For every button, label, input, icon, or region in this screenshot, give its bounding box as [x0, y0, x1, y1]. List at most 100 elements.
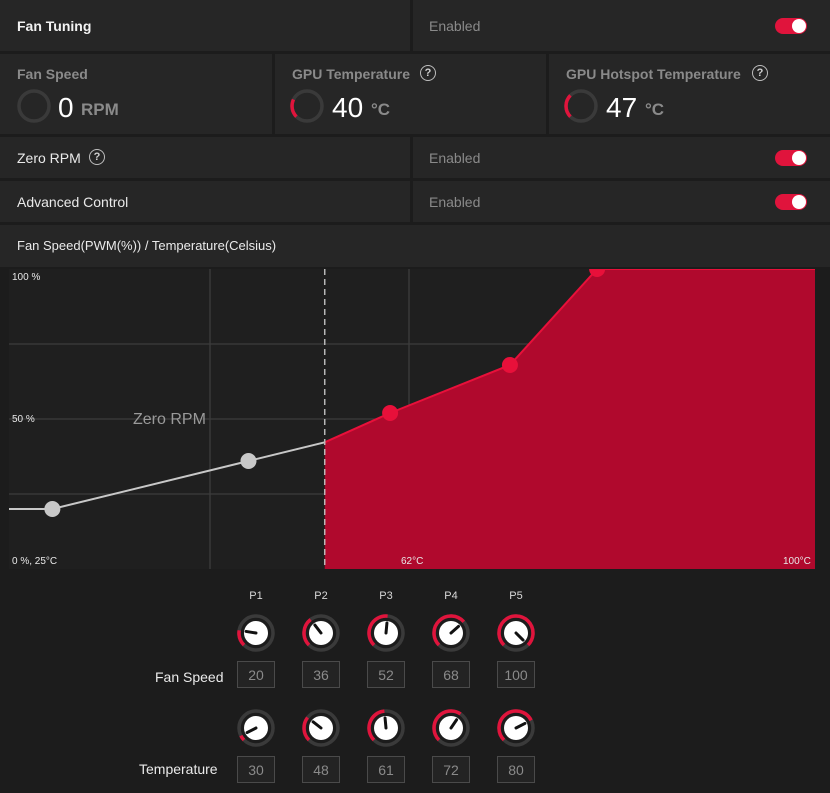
x-tick-100: 100°C: [783, 556, 811, 567]
knob-pointer: [383, 716, 388, 730]
p3-label: P3: [379, 590, 393, 602]
fan-tuning-title: Fan Tuning: [17, 18, 92, 34]
knob-level-arc: [497, 614, 535, 647]
gpu-temp-panel: GPU Temperature ? 40 °C: [275, 54, 546, 134]
gpu-temp-gauge-icon: [290, 89, 324, 123]
temperature-p4-input[interactable]: 72: [432, 756, 470, 783]
knob-pointer: [384, 621, 389, 635]
zero-rpm-annotation: Zero RPM: [133, 411, 206, 428]
fan-speed-knob-p4[interactable]: [431, 613, 471, 653]
y-tick-0: 0 %, 25°C: [12, 556, 58, 567]
zero-rpm-panel: Zero RPM ?: [0, 137, 410, 178]
p4-label: P4: [444, 590, 458, 602]
toggle-knob: [792, 19, 806, 33]
fan-speed-knob-p2[interactable]: [301, 613, 341, 653]
fan-speed-knob-p1[interactable]: [236, 613, 276, 653]
fan-speed-p2-input[interactable]: 36: [302, 661, 340, 688]
knob-level-arc: [497, 709, 533, 742]
knob-level-arc: [367, 614, 388, 647]
temperature-knob-p5[interactable]: [496, 708, 536, 748]
gpu-hotspot-label: GPU Hotspot Temperature: [566, 66, 741, 82]
knob-level-arc: [432, 709, 462, 742]
gpu-temp-value: 40: [332, 92, 364, 123]
curve-header-title: Fan Speed(PWM(%)) / Temperature(Celsius): [17, 238, 277, 253]
knob-pointer: [514, 721, 527, 730]
fan-speed-panel: Fan Speed 0 RPM: [0, 54, 272, 134]
knob-pointer: [514, 631, 525, 642]
temperature-p5-input[interactable]: 80: [497, 756, 535, 783]
temperature-knob-p2[interactable]: [301, 708, 341, 748]
p5-label: P5: [509, 590, 523, 602]
knob-pointer: [449, 718, 459, 730]
curve-point-p3[interactable]: [382, 405, 399, 421]
temperature-row-label: Temperature: [139, 761, 218, 777]
toggle-knob: [792, 195, 806, 209]
zero-rpm-help-icon[interactable]: ?: [89, 149, 105, 165]
advanced-control-status: Enabled: [429, 194, 481, 210]
temperature-p2-input[interactable]: 48: [302, 756, 340, 783]
knob-level-arc: [302, 618, 312, 647]
temperature-knob-p3[interactable]: [366, 708, 406, 748]
p1-label: P1: [249, 590, 263, 602]
zero-rpm-status: Enabled: [429, 150, 481, 166]
active-curve-area: [324, 269, 815, 569]
fan-curve-chart[interactable]: 100 % 50 % 0 %, 25°C 62°C 100°C Zero RPM: [9, 269, 815, 569]
fan-speed-p4-input[interactable]: 68: [432, 661, 470, 688]
fan-speed-knob-p3[interactable]: [366, 613, 406, 653]
knob-track: [237, 709, 275, 747]
y-tick-50: 50 %: [12, 414, 35, 425]
knob-pointer: [244, 629, 258, 635]
knob-level-arc: [302, 716, 311, 742]
gpu-temp-help-icon[interactable]: ?: [420, 65, 436, 81]
fan-speed-gauge-icon: [17, 89, 51, 123]
curve-point-p4[interactable]: [501, 357, 518, 373]
fan-speed-label: Fan Speed: [17, 66, 88, 82]
fan-tuning-panel: Fan Tuning: [0, 0, 410, 51]
gpu-temp-label: GPU Temperature: [292, 66, 410, 82]
fan-speed-row-label: Fan Speed: [155, 669, 224, 685]
fan-speed-p3-input[interactable]: 52: [367, 661, 405, 688]
gpu-temp-unit: °C: [371, 100, 391, 119]
zero-rpm-toggle[interactable]: [775, 150, 807, 166]
temperature-knob-p4[interactable]: [431, 708, 471, 748]
toggle-knob: [792, 151, 806, 165]
p2-label: P2: [314, 590, 328, 602]
knob-level-arc: [367, 709, 385, 742]
fan-tuning-status-panel: Enabled: [413, 0, 830, 51]
curve-point-p5[interactable]: [589, 269, 606, 277]
gpu-hotspot-panel: GPU Hotspot Temperature ? 47 °C: [549, 54, 830, 134]
fan-tuning-toggle[interactable]: [775, 18, 807, 34]
temperature-knob-p1[interactable]: [236, 708, 276, 748]
fan-speed-p5-input[interactable]: 100: [497, 661, 535, 688]
knob-pointer: [449, 624, 461, 635]
knob-level-arc: [239, 734, 246, 742]
fan-tuning-status: Enabled: [429, 18, 481, 34]
zero-rpm-status-panel: Enabled: [413, 137, 830, 178]
knob-pointer: [245, 726, 258, 735]
gpu-hotspot-gauge-icon: [564, 89, 598, 123]
curve-point-p2[interactable]: [240, 453, 257, 469]
knob-level-arc: [237, 630, 246, 647]
x-tick-62: 62°C: [401, 556, 424, 567]
knob-pointer: [313, 623, 323, 635]
fan-speed-p1-input[interactable]: 20: [237, 661, 275, 688]
gpu-hotspot-help-icon[interactable]: ?: [752, 65, 768, 81]
curve-header-panel: Fan Speed(PWM(%)) / Temperature(Celsius): [0, 225, 830, 267]
knob-level-arc: [432, 614, 466, 647]
fan-speed-unit: RPM: [81, 100, 119, 119]
fan-speed-knob-p5[interactable]: [496, 613, 536, 653]
zero-rpm-label: Zero RPM: [17, 150, 81, 166]
temperature-p1-input[interactable]: 30: [237, 756, 275, 783]
gpu-hotspot-value: 47: [606, 92, 638, 123]
temperature-p3-input[interactable]: 61: [367, 756, 405, 783]
fan-speed-value: 0: [58, 92, 74, 123]
advanced-control-panel: Advanced Control: [0, 181, 410, 222]
curve-point-p1[interactable]: [44, 501, 61, 517]
fan-curve-svg[interactable]: [9, 269, 815, 569]
advanced-control-status-panel: Enabled: [413, 181, 830, 222]
gpu-hotspot-unit: °C: [645, 100, 665, 119]
zero-rpm-curve-line: [9, 441, 325, 510]
knob-pointer: [311, 720, 323, 730]
advanced-control-toggle[interactable]: [775, 194, 807, 210]
advanced-control-label: Advanced Control: [17, 194, 129, 210]
